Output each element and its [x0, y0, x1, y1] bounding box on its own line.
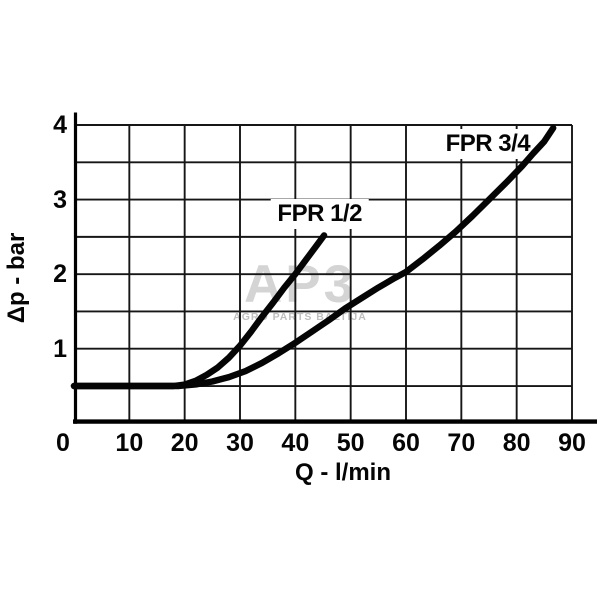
y-tick-label: 4	[53, 111, 67, 139]
x-tick-label: 60	[392, 429, 420, 457]
curve-label-fpr-3-4: FPR 3/4	[438, 129, 538, 160]
x-tick-label: 40	[281, 429, 310, 457]
x-axis-title: Q - l/min	[295, 459, 391, 486]
x-tick-label: 80	[502, 429, 531, 457]
x-tick-label: 20	[170, 429, 199, 457]
x-tick-label: 30	[226, 429, 254, 457]
curve-fpr-1-2	[70, 232, 328, 390]
x-tick-label: 0	[56, 429, 70, 457]
x-tick-label: 10	[115, 429, 144, 457]
x-tick-label: 50	[336, 429, 365, 457]
x-tick-label: 90	[558, 429, 586, 457]
x-tick-label: 70	[447, 429, 476, 457]
curve-fpr-3-4	[70, 124, 557, 390]
curve-label-fpr-1-2: FPR 1/2	[270, 198, 369, 229]
y-tick-label: 3	[53, 185, 67, 214]
y-tick-label: 1	[53, 334, 67, 363]
y-axis-title: Δp - bar	[3, 232, 30, 324]
y-tick-label: 2	[53, 260, 67, 289]
